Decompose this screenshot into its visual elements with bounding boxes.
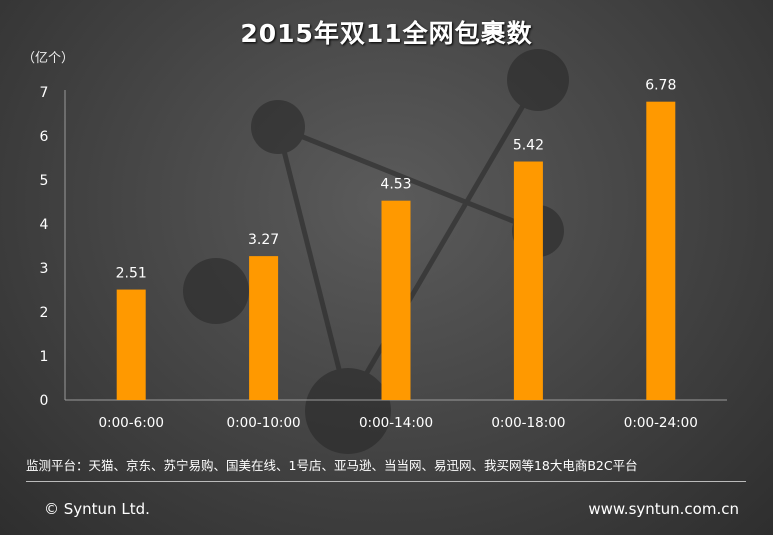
bar — [381, 200, 411, 400]
y-tick-label: 3 — [40, 261, 49, 277]
y-tick-label: 6 — [40, 129, 49, 145]
monitoring-platforms-note: 监测平台：天猫、京东、苏宁易购、国美在线、1号店、亚马逊、当当网、易迅网、我买网… — [26, 458, 638, 473]
x-tick-label: 0:00-24:00 — [624, 415, 698, 431]
y-tick-label: 2 — [40, 305, 49, 321]
x-tick-label: 0:00-10:00 — [227, 415, 301, 431]
data-label: 6.78 — [645, 78, 676, 94]
bar — [646, 101, 676, 401]
y-tick-label: 0 — [40, 393, 49, 409]
footer-divider — [26, 481, 746, 482]
y-axis-unit-label: （亿个） — [22, 51, 75, 66]
y-tick-label: 5 — [40, 173, 49, 189]
bar — [513, 161, 543, 400]
labels: 0 1 2 3 4 5 6 7 2.51 0:00-6:00 3.27 0:00-10:00 4.53 0… — [40, 78, 698, 431]
data-label: 5.42 — [513, 138, 544, 154]
data-label: 2.51 — [116, 266, 147, 282]
data-label: 3.27 — [248, 232, 279, 248]
x-tick-label: 0:00-18:00 — [491, 415, 565, 431]
bars — [116, 101, 676, 401]
y-tick-label: 7 — [40, 85, 49, 101]
chart-title: 2015年双11全网包裹数 — [240, 19, 533, 48]
y-tick-label: 4 — [40, 217, 49, 233]
data-label: 4.53 — [380, 177, 411, 193]
x-tick-label: 0:00-14:00 — [359, 415, 433, 431]
bar — [249, 256, 279, 400]
website-link[interactable]: www.syntun.com.cn — [588, 500, 739, 518]
copyright-text: © Syntun Ltd. — [44, 500, 150, 518]
x-tick-label: 0:00-6:00 — [98, 415, 164, 431]
bar — [116, 289, 146, 400]
background-decoration — [183, 49, 569, 454]
y-tick-label: 1 — [40, 349, 49, 365]
